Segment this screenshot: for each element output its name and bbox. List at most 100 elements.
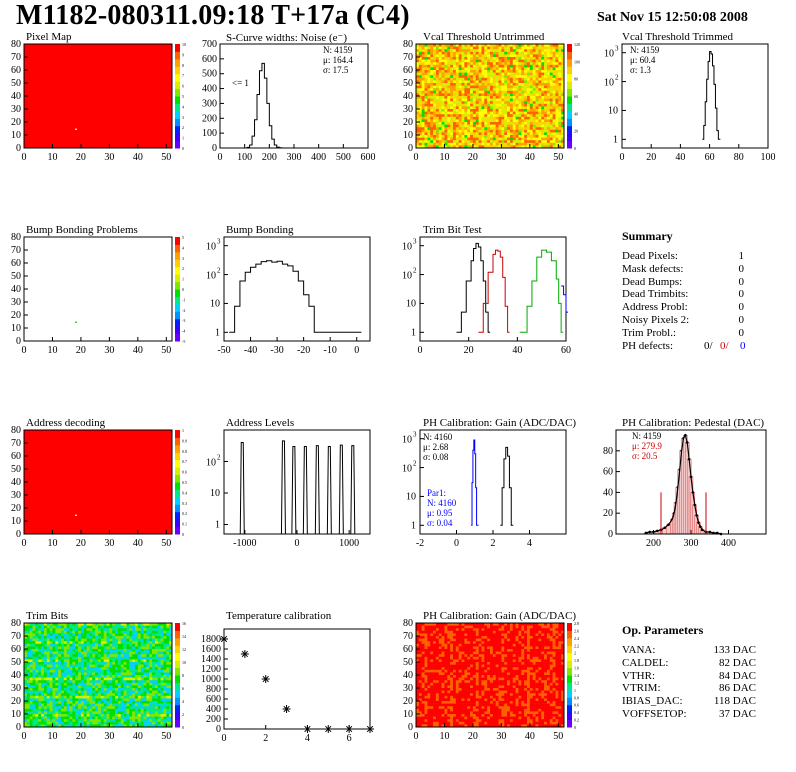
heatmap-cell bbox=[509, 124, 514, 128]
heatmap-cell bbox=[541, 93, 545, 97]
heatmap-cell bbox=[120, 719, 124, 723]
heatmap-cell bbox=[495, 142, 499, 146]
heatmap-cell bbox=[416, 643, 420, 647]
heatmap-cell bbox=[41, 628, 45, 632]
heatmap-cell bbox=[475, 44, 479, 47]
heatmap-cell bbox=[458, 116, 462, 120]
heatmap-cell bbox=[518, 111, 522, 115]
heatmap-cell bbox=[512, 75, 516, 79]
heatmap-cell bbox=[524, 54, 528, 58]
heatmap-cell bbox=[507, 54, 511, 58]
heatmap-cell bbox=[492, 127, 496, 131]
heatmap-cell bbox=[140, 646, 144, 650]
heatmap-cell bbox=[137, 701, 141, 704]
heatmap-cell bbox=[501, 83, 505, 86]
y-tick-label: 0 bbox=[608, 529, 613, 540]
heatmap-cell bbox=[438, 90, 442, 94]
heatmap-cell bbox=[529, 142, 533, 146]
heatmap-cell bbox=[61, 701, 65, 704]
heatmap-cell bbox=[504, 96, 508, 99]
heatmap-cell bbox=[117, 638, 122, 642]
heatmap-cell bbox=[160, 654, 164, 658]
heatmap-cell bbox=[498, 116, 502, 120]
heatmap-cell bbox=[490, 83, 494, 86]
heatmap-cell bbox=[72, 656, 76, 660]
heatmap-cell bbox=[32, 695, 36, 699]
heatmap-cell bbox=[453, 88, 457, 92]
heatmap-cell bbox=[450, 140, 454, 144]
heatmap-cell bbox=[123, 675, 127, 678]
heatmap-cell bbox=[83, 646, 87, 650]
heatmap-cell bbox=[38, 659, 42, 663]
heatmap-cell bbox=[92, 656, 96, 660]
heatmap-cell bbox=[515, 46, 519, 50]
heatmap-cell bbox=[427, 636, 431, 639]
heatmap-cell bbox=[416, 701, 420, 704]
heatmap-cell bbox=[490, 75, 494, 79]
heatmap-cell bbox=[32, 649, 36, 652]
x-tick-label: 500 bbox=[336, 152, 351, 163]
heatmap-cell bbox=[444, 62, 448, 66]
heatmap-cell bbox=[507, 106, 511, 110]
heatmap-cell bbox=[509, 72, 514, 76]
heatmap-cell bbox=[75, 641, 79, 645]
heatmap-cell bbox=[424, 701, 428, 704]
heatmap-cell bbox=[549, 90, 553, 94]
heatmap-cell bbox=[160, 672, 164, 676]
y-tick-label: 200 bbox=[202, 113, 217, 124]
heatmap-cell bbox=[95, 633, 99, 637]
heatmap-cell bbox=[157, 682, 161, 686]
heatmap-cell bbox=[421, 70, 425, 73]
heatmap-cell bbox=[555, 64, 559, 68]
heatmap-cell bbox=[29, 636, 33, 639]
heatmap-cell bbox=[24, 641, 28, 645]
heatmap-cell bbox=[447, 88, 451, 92]
heatmap-cell bbox=[455, 111, 459, 115]
heatmap-cell bbox=[135, 625, 139, 629]
summary-row: Address Probl: 0 bbox=[622, 301, 752, 314]
heatmap-cell bbox=[418, 142, 422, 146]
heatmap-cell bbox=[521, 57, 525, 60]
heatmap-cell bbox=[527, 98, 531, 102]
heatmap-cell bbox=[484, 109, 488, 112]
heatmap-cell bbox=[418, 49, 422, 53]
heatmap-cell bbox=[89, 630, 93, 634]
heatmap-cell bbox=[458, 119, 462, 123]
heatmap-cell bbox=[146, 649, 150, 652]
heatmap-cell bbox=[169, 643, 173, 647]
heatmap-cell bbox=[418, 682, 422, 686]
heatmap-cell bbox=[49, 693, 53, 697]
heatmap-cell bbox=[455, 145, 459, 149]
heatmap-cell bbox=[427, 662, 431, 665]
temperature-point bbox=[345, 725, 354, 733]
heatmap-cell bbox=[154, 630, 159, 634]
heatmap-cell bbox=[521, 145, 525, 149]
heatmap-cell bbox=[169, 636, 173, 639]
heatmap-cell bbox=[501, 44, 505, 47]
y-tick-label: 800 bbox=[206, 684, 221, 695]
heatmap-cell bbox=[472, 49, 477, 53]
heatmap-cell bbox=[512, 54, 516, 58]
heatmap-cell bbox=[549, 72, 553, 76]
x-tick-label: 300 bbox=[684, 538, 699, 549]
heatmap-cell bbox=[154, 633, 159, 637]
heatmap-cell bbox=[552, 106, 556, 110]
heatmap-cell bbox=[461, 98, 465, 102]
y-tick-label: 30 bbox=[403, 104, 413, 115]
y-tick-exponent: 2 bbox=[217, 267, 221, 275]
heatmap-cell bbox=[106, 724, 110, 728]
heatmap-cell bbox=[115, 659, 119, 663]
x-tick-label: 20 bbox=[76, 345, 86, 356]
heatmap-cell bbox=[132, 685, 136, 689]
heatmap-cell bbox=[72, 649, 76, 652]
heatmap-cell bbox=[154, 628, 159, 632]
heatmap-cell bbox=[535, 70, 539, 73]
heatmap-cell bbox=[450, 116, 454, 120]
heatmap-cell bbox=[535, 116, 539, 120]
heatmap-cell bbox=[541, 62, 545, 66]
heatmap-cell bbox=[41, 675, 45, 678]
heatmap-cell bbox=[532, 44, 536, 47]
heatmap-cell bbox=[86, 630, 90, 634]
heatmap-cell bbox=[80, 675, 85, 678]
colorbar-segment bbox=[175, 118, 180, 127]
